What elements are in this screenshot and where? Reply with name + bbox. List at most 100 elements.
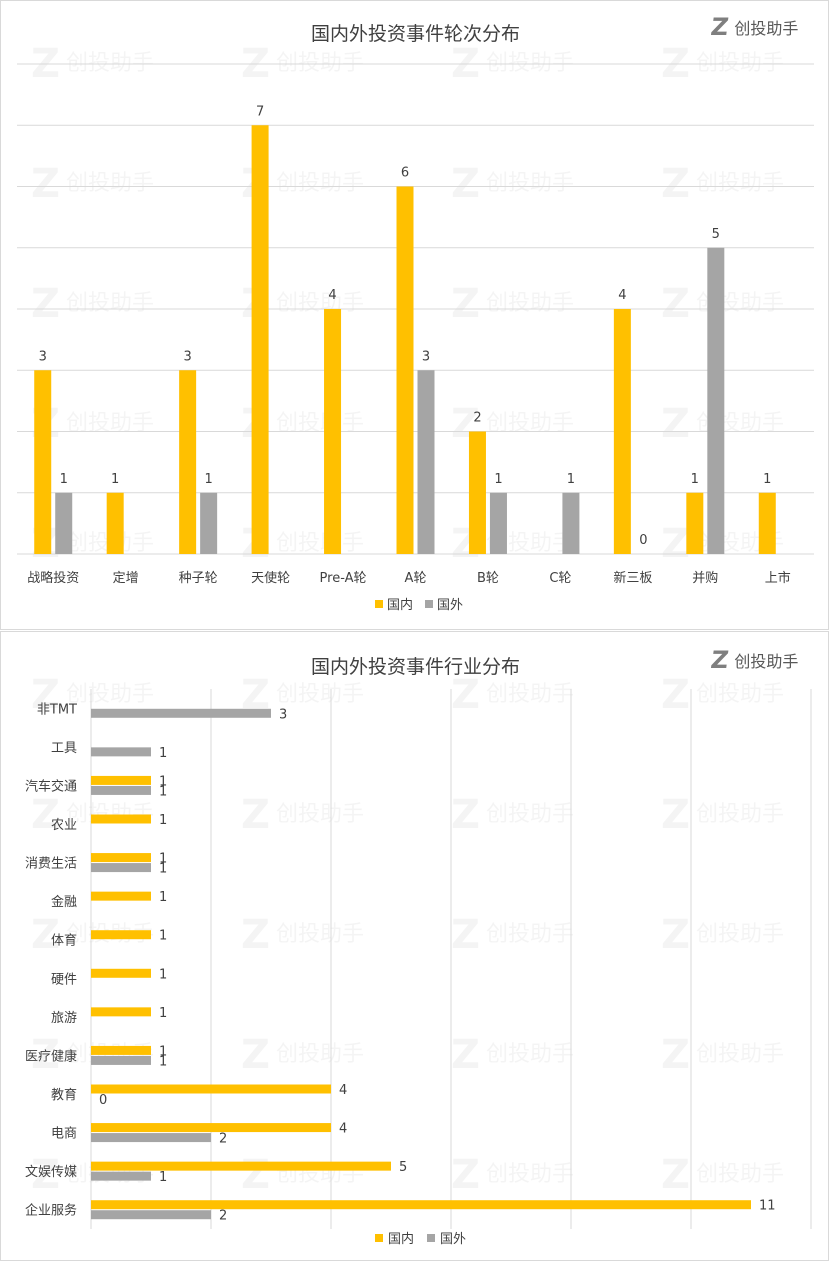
bar: [91, 968, 151, 978]
bar: [468, 431, 486, 554]
bar: [91, 1161, 391, 1171]
bar: [91, 891, 151, 901]
y-tick-label: 硬件: [51, 972, 77, 987]
legend-label: 国外: [440, 1232, 466, 1247]
x-tick-label: A轮: [405, 571, 427, 586]
y-tick-label: 农业: [51, 818, 77, 833]
bar: [251, 125, 269, 554]
data-label: 1: [159, 852, 167, 867]
x-tick-label: C轮: [549, 571, 571, 586]
bar: [200, 492, 218, 554]
data-label: 1: [159, 1044, 167, 1059]
x-tick-label: Pre-A轮: [320, 571, 367, 586]
data-label: 1: [111, 472, 119, 487]
data-label: 1: [159, 746, 167, 761]
legend-swatch: [425, 600, 433, 608]
data-label: 1: [494, 472, 502, 487]
industry-chart-panel: Z创投助手Z创投助手Z创投助手Z创投助手Z创投助手Z创投助手Z创投助手Z创投助手…: [0, 631, 829, 1261]
bar: [34, 370, 52, 554]
data-label: 4: [328, 288, 336, 303]
data-label: 7: [256, 104, 264, 119]
round-bar-chart: 战略投资 3 1 定增 1 种子轮 3 1 天使轮 7 Pre-A轮 4 A轮 6 3 B轮 2 1 C轮 1 新三板 4…: [17, 63, 814, 613]
x-tick-label: 新三板: [613, 570, 652, 586]
data-label: 1: [159, 784, 167, 799]
data-label: 1: [60, 472, 68, 487]
x-tick-label: 天使轮: [251, 570, 290, 586]
data-label: 1: [204, 472, 212, 487]
chart-title: 国内外投资事件轮次分布: [310, 23, 520, 45]
bar: [707, 247, 725, 554]
legend-label: 国外: [437, 598, 463, 613]
bar: [686, 492, 704, 554]
bar: [91, 1007, 151, 1017]
bar: [613, 309, 631, 554]
y-tick-label: 消费生活: [25, 857, 77, 872]
bar: [106, 492, 124, 554]
bar: [91, 775, 151, 785]
brand-name: 创投助手: [734, 19, 799, 38]
y-tick-label: 非TMT: [37, 702, 77, 717]
y-tick-label: 文娱传媒: [25, 1165, 77, 1180]
bar: [179, 370, 197, 554]
y-tick-label: 工具: [51, 741, 77, 756]
data-label: 5: [712, 227, 720, 242]
y-tick-label: 体育: [51, 933, 77, 949]
legend-label: 国内: [387, 597, 413, 613]
bar: [91, 747, 151, 757]
bar: [91, 1045, 151, 1055]
x-tick-label: 定增: [113, 571, 139, 586]
data-label: 1: [691, 472, 699, 487]
data-label: 4: [618, 288, 626, 303]
data-label: 2: [473, 411, 481, 426]
legend-swatch: [427, 1234, 435, 1242]
bar: [91, 1055, 151, 1065]
data-label: 1: [159, 890, 167, 905]
data-label: 1: [159, 813, 167, 828]
bar: [489, 492, 507, 554]
y-tick-label: 金融: [51, 894, 77, 910]
bar: [758, 492, 776, 554]
bar: [417, 370, 435, 554]
x-tick-label: 并购: [692, 570, 718, 586]
data-label: 2: [219, 1132, 227, 1147]
bar: [55, 492, 73, 554]
bar: [91, 708, 271, 718]
data-label: 1: [159, 774, 167, 789]
bar: [91, 853, 151, 863]
brand-name: 创投助手: [734, 652, 799, 671]
x-tick-label: B轮: [477, 571, 499, 586]
x-tick-label: 种子轮: [179, 571, 218, 586]
data-label: 0: [639, 533, 647, 548]
chart-title: 国内外投资事件行业分布: [310, 656, 520, 678]
x-tick-label: 战略投资: [27, 570, 79, 586]
y-tick-label: 汽车交通: [25, 778, 77, 794]
bar: [91, 863, 151, 873]
data-label: 3: [279, 707, 287, 722]
data-label: 4: [339, 1122, 347, 1137]
data-label: 3: [183, 349, 191, 364]
data-label: 4: [339, 1083, 347, 1098]
data-label: 6: [401, 166, 409, 181]
bar: [91, 785, 151, 795]
x-tick-label: 上市: [765, 570, 791, 586]
bar: [91, 1210, 211, 1220]
data-label: 1: [159, 929, 167, 944]
brand-logo: Z 创投助手: [709, 13, 799, 41]
round-chart-panel: Z创投助手Z创投助手Z创投助手Z创投助手Z创投助手Z创投助手Z创投助手Z创投助手…: [0, 0, 829, 630]
bar: [91, 930, 151, 940]
data-label: 1: [159, 1170, 167, 1185]
bar: [91, 814, 151, 824]
data-label: 0: [99, 1093, 107, 1108]
legend-swatch: [375, 1234, 383, 1242]
bar: [91, 1171, 151, 1181]
y-tick-label: 医疗健康: [25, 1048, 77, 1064]
data-label: 1: [159, 967, 167, 982]
bar: [562, 492, 580, 554]
data-label: 1: [763, 472, 771, 487]
bar: [324, 309, 342, 554]
bar: [91, 1084, 331, 1094]
y-tick-label: 旅游: [51, 1011, 77, 1026]
data-label: 3: [422, 349, 430, 364]
legend-swatch: [375, 600, 383, 608]
